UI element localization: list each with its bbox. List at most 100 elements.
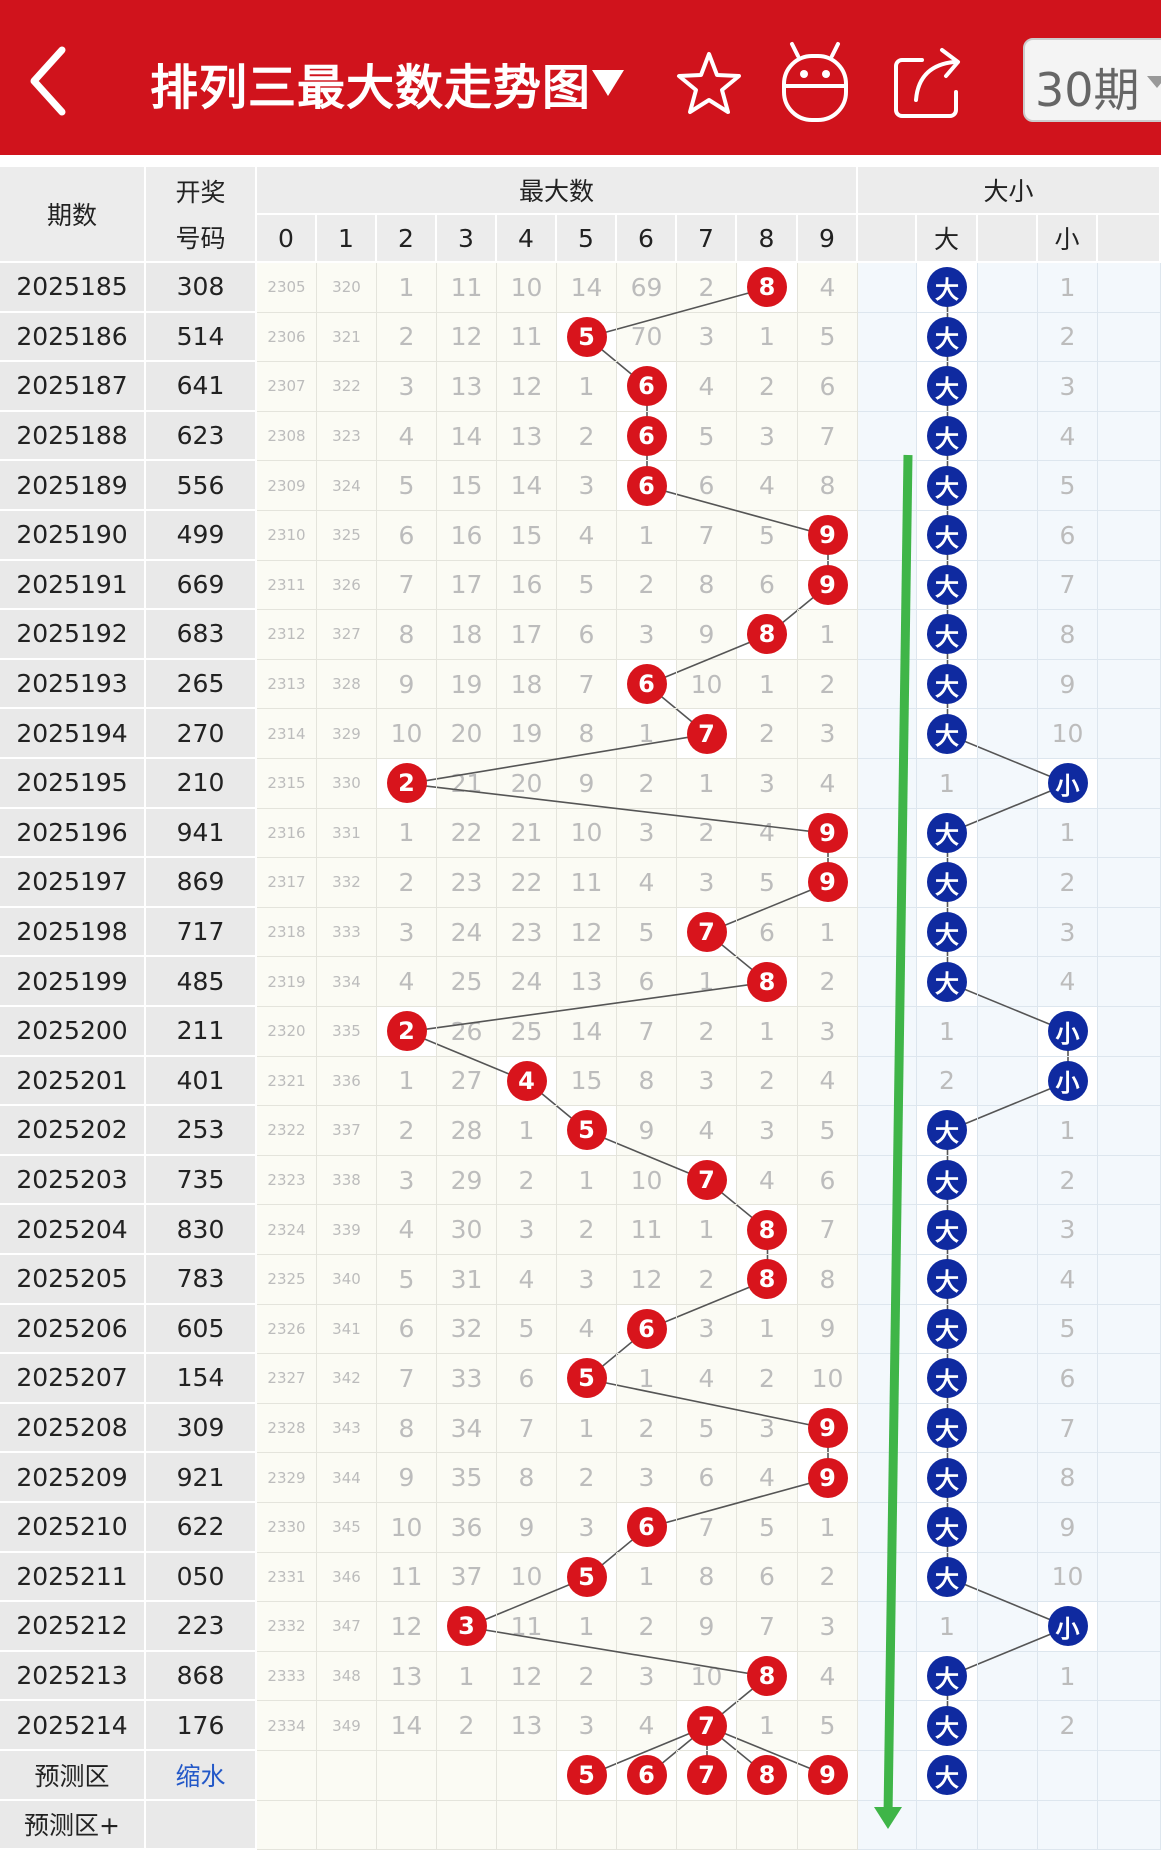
omission-cell: 3	[737, 759, 798, 809]
predict-cell[interactable]: 8	[737, 1751, 798, 1801]
predict-plus-cell[interactable]	[1098, 1800, 1161, 1850]
omission-cell: 6	[617, 411, 677, 462]
omission-cell: 23	[497, 907, 557, 958]
robot-icon[interactable]	[780, 40, 850, 124]
omission-cell: 8	[798, 1255, 858, 1305]
omission-cell: 22	[437, 808, 497, 859]
omission-cell: 37	[437, 1552, 497, 1603]
draw-code-cell: 941	[146, 808, 257, 859]
size-spacer-cell	[1098, 1255, 1161, 1305]
big-size-ball: 大	[927, 366, 967, 407]
predict-cell[interactable]	[497, 1751, 557, 1801]
max-number-ball: 7	[686, 912, 727, 953]
omission-cell: 3	[377, 907, 437, 958]
predict-plus-cell[interactable]	[917, 1800, 978, 1850]
omission-cell: 2	[617, 1403, 677, 1454]
omission-cell: 19	[437, 659, 497, 710]
predict-cell[interactable]	[377, 1751, 437, 1801]
omission-cell: 29	[437, 1155, 497, 1206]
star-icon[interactable]	[675, 50, 743, 116]
predict-size-spacer[interactable]	[1098, 1751, 1161, 1801]
omission-cell: 8	[737, 263, 798, 313]
predict-plus-cell[interactable]	[798, 1800, 858, 1850]
big-size-ball: 大	[927, 416, 967, 457]
predict-plus-cell[interactable]	[737, 1800, 798, 1850]
predict-ball[interactable]: 6	[626, 1755, 667, 1796]
predict-plus-cell[interactable]	[317, 1800, 377, 1850]
omission-cell: 7	[377, 560, 437, 611]
predict-plus-cell[interactable]	[497, 1800, 557, 1850]
size-spacer-cell	[978, 312, 1038, 363]
predict-plus-cell[interactable]	[557, 1800, 617, 1850]
predict-plus-cell[interactable]	[677, 1800, 737, 1850]
predict-plus-cell[interactable]	[437, 1800, 497, 1850]
size-big-cell: 大	[917, 1651, 978, 1702]
predict-ball[interactable]: 5	[566, 1755, 607, 1796]
issue-cell: 2025194	[0, 709, 146, 759]
size-spacer-cell	[858, 1651, 917, 1702]
predict-plus-cell[interactable]	[1038, 1800, 1098, 1850]
predict-plus-cell[interactable]	[978, 1800, 1038, 1850]
predict-cell[interactable]	[317, 1751, 377, 1801]
size-spacer-cell	[1098, 1007, 1161, 1057]
omission-cell: 10	[377, 1503, 437, 1553]
predict-size-spacer[interactable]	[1038, 1751, 1098, 1801]
predict-cell[interactable]: 9	[798, 1751, 858, 1801]
predict-ball[interactable]: 9	[807, 1755, 848, 1796]
big-size-ball: 大	[927, 961, 967, 1002]
predict-shrink-link[interactable]: 缩水	[146, 1751, 257, 1801]
predict-size-ball[interactable]: 大	[927, 1755, 967, 1796]
app-header: 排列三最大数走势图 30期	[0, 0, 1161, 155]
omission-cell: 333	[317, 907, 377, 958]
period-select[interactable]: 30期	[1023, 38, 1161, 122]
predict-cell[interactable]: 6	[617, 1751, 677, 1801]
size-big-cell: 大	[917, 1552, 978, 1603]
share-icon[interactable]	[892, 44, 966, 120]
omission-cell: 4	[737, 1453, 798, 1503]
omission-cell: 2	[377, 1007, 437, 1057]
predict-cell[interactable]: 5	[557, 1751, 617, 1801]
omission-cell: 12	[497, 362, 557, 412]
size-spacer-cell	[978, 411, 1038, 462]
back-icon[interactable]	[28, 46, 68, 116]
omission-cell: 14	[557, 263, 617, 313]
omission-cell: 4	[798, 263, 858, 313]
size-spacer-cell	[858, 263, 917, 313]
draw-code-cell: 253	[146, 1106, 257, 1156]
omission-cell: 5	[557, 1552, 617, 1603]
omission-cell: 2	[737, 362, 798, 412]
predict-size-spacer[interactable]	[978, 1751, 1038, 1801]
size-spacer-cell	[1098, 709, 1161, 759]
omission-cell: 1	[557, 1403, 617, 1454]
omission-cell: 1	[557, 362, 617, 412]
max-number-ball: 3	[446, 1606, 487, 1647]
issue-cell: 2025193	[0, 659, 146, 710]
issue-cell: 2025187	[0, 362, 146, 412]
omission-cell: 2323	[257, 1155, 317, 1206]
digit-header-0: 0	[257, 215, 317, 263]
size-big-cell: 大	[917, 1304, 978, 1355]
predict-plus-cell[interactable]	[377, 1800, 437, 1850]
predict-plus-cell[interactable]	[617, 1800, 677, 1850]
omission-cell: 342	[317, 1354, 377, 1404]
omission-cell: 2311	[257, 560, 317, 611]
predict-ball[interactable]: 7	[686, 1755, 727, 1796]
omission-cell: 326	[317, 560, 377, 611]
dropdown-caret-icon[interactable]	[590, 68, 626, 98]
omission-cell: 10	[798, 1354, 858, 1404]
issue-cell: 2025203	[0, 1155, 146, 1206]
predict-size-cell[interactable]: 大	[917, 1751, 978, 1801]
predict-plus-cell[interactable]	[858, 1800, 917, 1850]
predict-plus-cell[interactable]	[257, 1800, 317, 1850]
omission-cell: 8	[557, 709, 617, 759]
predict-ball[interactable]: 8	[747, 1755, 787, 1796]
draw-code-cell: 210	[146, 759, 257, 809]
size-small-cell: 10	[1038, 709, 1098, 759]
predict-cell[interactable]	[437, 1751, 497, 1801]
size-spacer-cell	[978, 759, 1038, 809]
size-spacer-cell	[858, 411, 917, 462]
omission-cell: 12	[377, 1602, 437, 1652]
predict-cell[interactable]	[257, 1751, 317, 1801]
size-small-cell: 9	[1038, 1503, 1098, 1553]
predict-cell[interactable]: 7	[677, 1751, 737, 1801]
